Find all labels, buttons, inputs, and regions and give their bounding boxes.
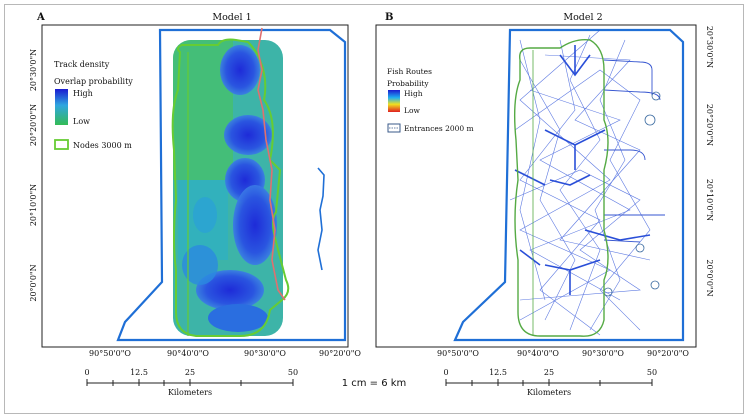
legend-a-title1: Track density: [54, 60, 110, 69]
panel-b-letter: B: [385, 12, 393, 23]
coastline: [257, 27, 286, 301]
figure-frame: [4, 4, 744, 414]
panel-a-letter: A: [36, 12, 45, 23]
panel-b-lat-labels: 20°30'0"N 20°20'0"N 20°10'0"N 20°0'0"N: [705, 26, 714, 297]
legend-a-high: High: [73, 89, 93, 98]
fish-routes-network: [509, 29, 665, 336]
scale-a-0: 0: [84, 368, 89, 377]
panel-a: A Model 1 20°30'0"N 20°20'0": [29, 12, 361, 397]
scale-b-25: 25: [544, 368, 554, 377]
study-area-boundary: [116, 28, 347, 342]
scale-a-25: 25: [185, 368, 195, 377]
scale-b-unit: Kilometers: [527, 388, 571, 397]
legend-a-title2: Overlap probability: [54, 77, 133, 86]
panel-a-title: Model 1: [212, 12, 251, 23]
study-area-boundary-b: [453, 28, 685, 342]
lon-label-9020: 90°20'0"O: [319, 349, 361, 358]
lon-label-9040: 90°40'0"O: [167, 349, 209, 358]
panel-a-scale-bar: 0 12.5 25 50 Kilometers: [84, 368, 298, 397]
legend-a-low: Low: [73, 117, 90, 126]
lat-label-2030: 20°30'0"N: [29, 49, 38, 91]
scale-a-50: 50: [288, 368, 298, 377]
lat-label-2000: 20°0'0"N: [29, 264, 38, 301]
legend-b-high: High: [404, 89, 423, 98]
panel-b: B Model 2: [375, 12, 714, 397]
lat-label-2010: 20°10'0"N: [29, 184, 38, 226]
lat-b-2030: 20°30'0"N: [705, 26, 714, 68]
lon-b-9020: 90°20'0"O: [647, 349, 689, 358]
panel-b-legend: Fish Routes Probability High Low Entranc…: [387, 67, 474, 133]
scale-b-0: 0: [443, 368, 448, 377]
panel-b-lon-labels: 90°50'0"O 90°40'0"O 90°30'0"O 90°20'0"O: [437, 349, 689, 358]
lon-b-9040: 90°40'0"O: [517, 349, 559, 358]
panel-a-legend: Track density Overlap probability High L…: [54, 60, 133, 150]
scale-b-50: 50: [647, 368, 657, 377]
lat-b-2010: 20°10'0"N: [705, 179, 714, 221]
scale-a-12: 12.5: [130, 368, 148, 377]
scale-a-unit: Kilometers: [168, 388, 212, 397]
lon-label-9030: 90°30'0"O: [244, 349, 286, 358]
lon-b-9030: 90°30'0"O: [582, 349, 624, 358]
scale-b-12: 12.5: [489, 368, 507, 377]
panel-b-map-frame: [375, 24, 697, 348]
panel-a-lat-labels: 20°30'0"N 20°20'0"N 20°10'0"N 20°0'0"N: [29, 49, 38, 302]
lon-label-9050: 90°50'0"O: [89, 349, 131, 358]
panel-a-lon-labels: 90°50'0"O 90°40'0"O 90°30'0"O 90°20'0"O: [89, 349, 361, 358]
nodes-3000m-outline: [171, 38, 290, 337]
scale-ratio: 1 cm = 6 km: [342, 378, 407, 389]
legend-b-title1: Fish Routes: [387, 67, 432, 76]
track-density-surface: [173, 40, 283, 336]
probability-color-ramp: [388, 90, 400, 112]
lat-b-2020: 20°20'0"N: [705, 104, 714, 146]
lat-label-2020: 20°20'0"N: [29, 104, 38, 146]
nodes-outline-b: [513, 38, 609, 337]
boundary-inner-line: [317, 167, 325, 271]
lat-b-2000: 20°0'0"N: [705, 259, 714, 296]
lon-b-9050: 90°50'0"O: [437, 349, 479, 358]
legend-b-entrances: Entrances 2000 m: [404, 124, 474, 133]
nodes-legend-swatch: [54, 139, 69, 150]
density-color-ramp: [55, 89, 68, 125]
legend-a-nodes: Nodes 3000 m: [73, 141, 132, 150]
legend-b-title2: Probability: [387, 79, 429, 88]
panel-b-scale-bar: 0 12.5 25 50 Kilometers: [443, 368, 657, 397]
legend-b-low: Low: [404, 106, 420, 115]
panel-b-title: Model 2: [563, 12, 602, 23]
